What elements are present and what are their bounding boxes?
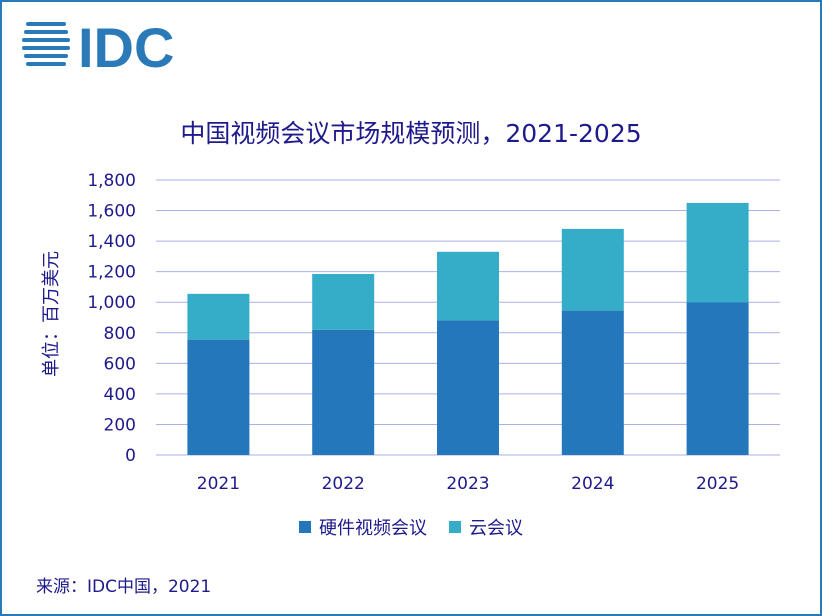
x-tick-label: 2023: [446, 474, 489, 494]
legend-label-cloud: 云会议: [469, 518, 523, 539]
legend-label-hardware: 硬件视频会议: [319, 518, 427, 539]
x-tick-label: 2021: [197, 474, 240, 494]
y-tick-label: 1,800: [87, 171, 136, 191]
y-tick-label: 1,400: [87, 232, 136, 252]
bar-cloud: [187, 293, 250, 340]
logo-stripe: [24, 54, 68, 58]
legend-swatch-cloud: [449, 521, 461, 533]
y-tick-label: 200: [104, 415, 136, 435]
legend-swatch-hardware: [299, 521, 311, 533]
bar-cloud: [686, 202, 749, 303]
y-tick-label: 600: [104, 354, 136, 374]
logo-stripe: [26, 62, 66, 66]
logo-stripe: [26, 22, 66, 26]
x-tick-label: 2024: [571, 474, 614, 494]
bar-hardware: [312, 329, 375, 455]
y-tick-label: 1,000: [87, 293, 136, 313]
legend-item-hardware: 硬件视频会议: [299, 514, 427, 540]
bar-hardware: [437, 320, 499, 455]
legend: 硬件视频会议 云会议: [0, 514, 822, 540]
y-tick-label: 1,600: [87, 202, 136, 222]
idc-logo: IDC: [22, 16, 174, 74]
y-tick-label: 0: [125, 446, 136, 466]
logo-stripe: [24, 30, 68, 34]
bar-cloud: [561, 228, 624, 311]
y-tick-label: 800: [104, 324, 136, 344]
y-tick-label: 1,200: [87, 263, 136, 283]
legend-item-cloud: 云会议: [449, 514, 523, 540]
bar-hardware: [686, 302, 749, 455]
chart-title: 中国视频会议市场规模预测，2021-2025: [180, 119, 642, 148]
logo-stripe: [22, 46, 70, 50]
y-tick-label: 400: [104, 385, 136, 405]
logo-text: IDC: [78, 16, 174, 74]
x-tick-label: 2022: [322, 474, 365, 494]
bar-cloud: [437, 251, 499, 321]
bar-hardware: [561, 310, 624, 455]
source-note: 来源：IDC中国，2021: [36, 577, 212, 597]
bar-hardware: [187, 339, 250, 455]
bar-cloud: [312, 273, 375, 330]
logo-stripe: [22, 38, 70, 42]
x-tick-label: 2025: [696, 474, 739, 494]
